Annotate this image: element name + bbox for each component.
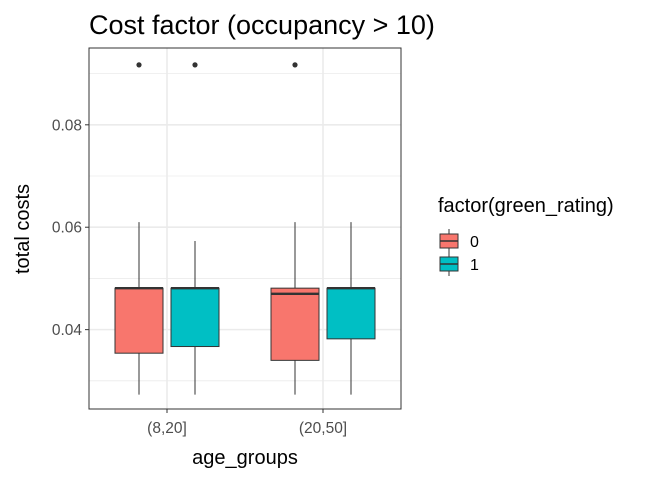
outlier-point — [192, 62, 198, 68]
y-tick-label: 0.06 — [52, 220, 82, 237]
outlier-point — [292, 62, 298, 68]
panel-border — [88, 47, 402, 410]
panel-background — [89, 48, 401, 409]
x-tick-label: (8,20] — [147, 420, 187, 437]
y-axis: 0.04 0.06 0.08 — [52, 117, 89, 339]
box-group — [170, 62, 220, 395]
box — [270, 287, 320, 361]
outlier-point — [136, 62, 142, 68]
x-tick-label: (20,50] — [299, 420, 347, 437]
box-group — [326, 222, 376, 395]
legend-items: 01 — [439, 229, 479, 276]
y-tick-label: 0.04 — [52, 322, 83, 339]
legend-label: 0 — [470, 234, 479, 251]
legend: factor(green_rating) 01 — [438, 195, 614, 276]
chart-title: Cost factor (occupancy > 10) — [89, 10, 435, 40]
y-axis-title: total costs — [12, 184, 34, 274]
legend-title: factor(green_rating) — [438, 195, 614, 217]
legend-label: 1 — [470, 257, 479, 274]
box-group — [270, 62, 320, 395]
grid-lines — [89, 48, 401, 409]
legend-item: 1 — [439, 252, 479, 276]
box — [170, 287, 220, 348]
x-axis: (8,20] (20,50] — [147, 409, 347, 437]
box-group — [114, 62, 164, 395]
y-tick-label: 0.08 — [52, 117, 82, 134]
box — [326, 287, 376, 340]
x-axis-title: age_groups — [192, 447, 298, 469]
boxes-layer — [114, 62, 376, 395]
box — [114, 287, 164, 354]
plot-panel — [88, 47, 402, 410]
legend-item: 0 — [439, 229, 479, 253]
